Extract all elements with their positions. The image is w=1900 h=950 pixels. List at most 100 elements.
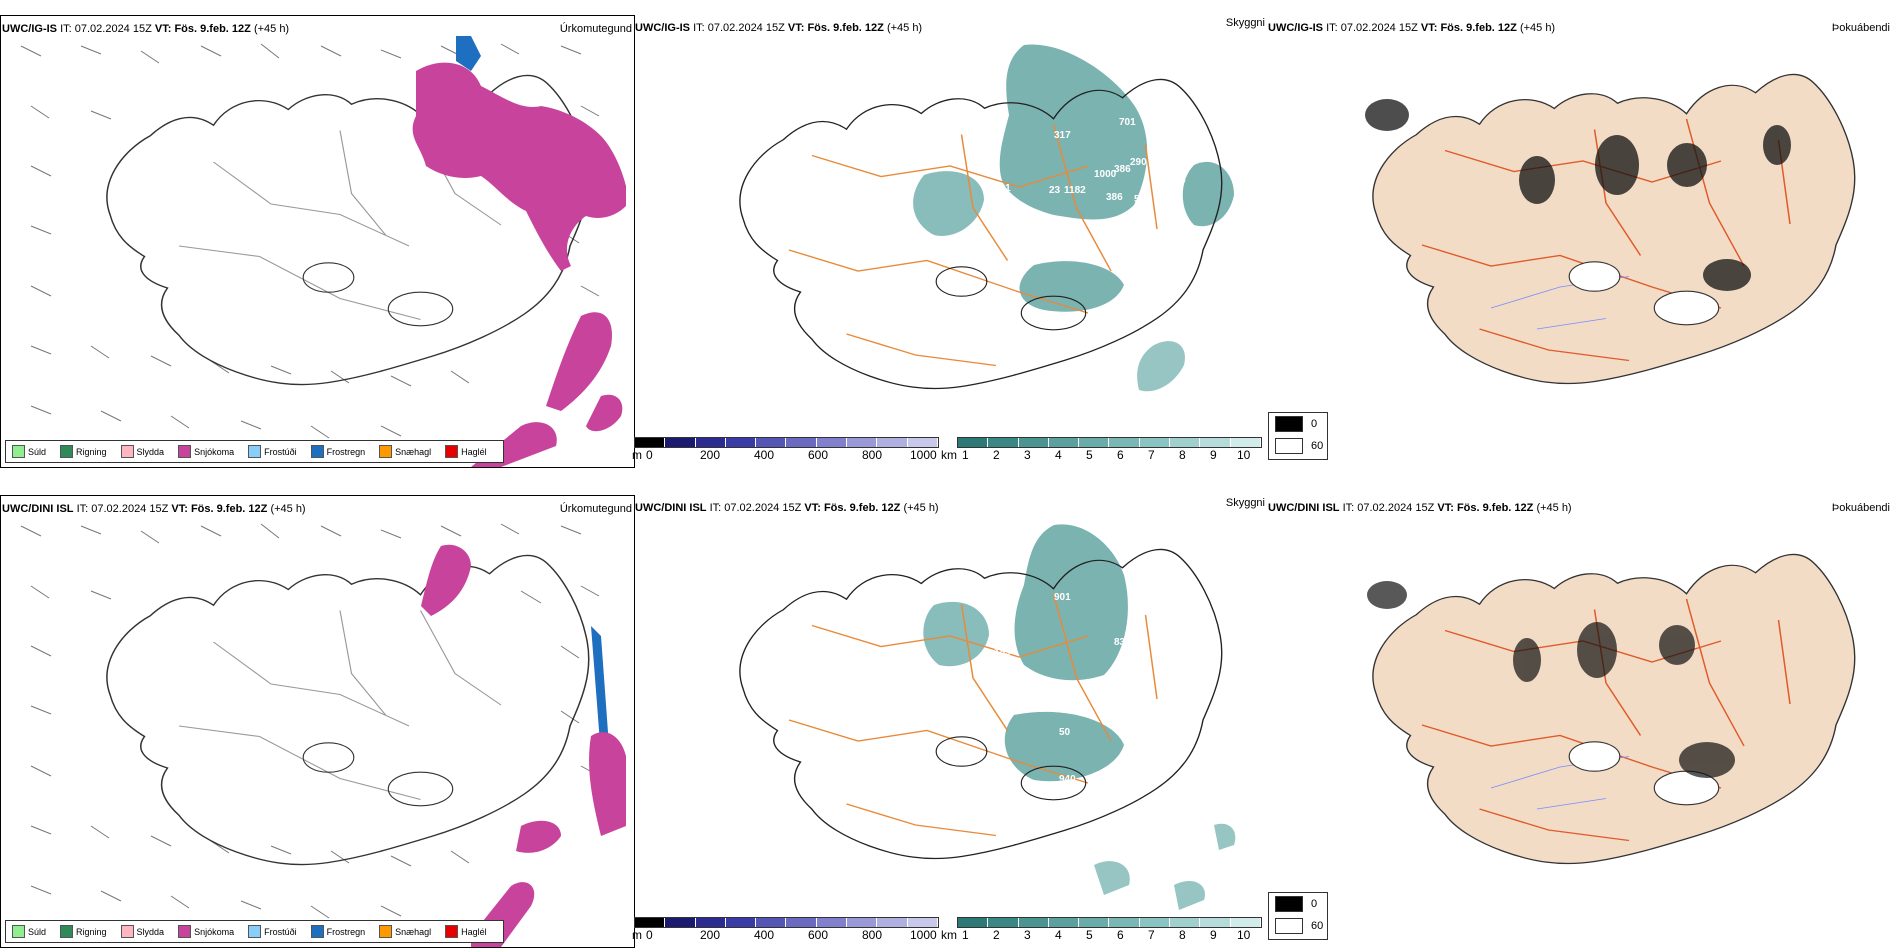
vis-label: 701 bbox=[1119, 117, 1136, 128]
panel-title: Þokuábendi bbox=[1831, 22, 1890, 34]
tick: 10 bbox=[1237, 448, 1251, 462]
legend-item-slydda: Slydda bbox=[120, 925, 164, 938]
model-name: UWC/IG-IS bbox=[1268, 22, 1323, 34]
legend-item-snaehagl: Snæhagl bbox=[379, 925, 431, 938]
tick: 3 bbox=[1024, 448, 1031, 462]
fog-legend-top: 0 60 bbox=[1268, 412, 1328, 460]
tick: 9 bbox=[1210, 448, 1217, 462]
tick: 200 bbox=[700, 928, 721, 942]
legend-item-frostudi: Frostúði bbox=[248, 925, 297, 938]
vis-label: 1000 bbox=[1094, 169, 1117, 180]
tick: 7 bbox=[1148, 928, 1155, 942]
lead-time: (+45 h) bbox=[1519, 22, 1556, 34]
it-label: IT: bbox=[76, 503, 89, 515]
legend-item-snjokoma: Snjókoma bbox=[178, 445, 234, 458]
scale-unit: km bbox=[941, 928, 957, 942]
tick: 0 bbox=[646, 448, 653, 462]
legend-item-snaehagl: Snæhagl bbox=[379, 445, 431, 458]
it-label: IT: bbox=[1342, 502, 1355, 514]
fog-panel-top: UWC/IG-IS IT: 07.02.2024 15Z VT: Fös. 9.… bbox=[1267, 15, 1900, 425]
legend-item-haglel: Haglél bbox=[445, 925, 487, 938]
vis-label: 1182 bbox=[1064, 185, 1086, 196]
vt-label: VT: bbox=[154, 23, 172, 35]
model-name: UWC/IG-IS bbox=[635, 22, 690, 34]
vis-scale-m-bottom: m 0 200 400 600 800 1000 bbox=[632, 917, 939, 942]
scale-unit: m bbox=[632, 448, 642, 462]
lead-time: (+45 h) bbox=[1536, 502, 1572, 514]
vis-label: 267 bbox=[1169, 179, 1186, 190]
vis-label: 23 bbox=[1049, 185, 1061, 196]
visibility-map-bottom: 901 831 187 185 940 118 50 bbox=[739, 524, 1236, 910]
precip-legend: Súld Rigning Slydda Snjókoma Frostúði Fr… bbox=[5, 440, 504, 463]
tick: 600 bbox=[808, 448, 829, 462]
legend-item-snjokoma: Snjókoma bbox=[178, 925, 234, 938]
panel-title: Skyggni bbox=[1225, 17, 1265, 29]
tick: 6 bbox=[1117, 448, 1124, 462]
lead-time: (+45 h) bbox=[253, 23, 290, 35]
panel-header: UWC/DINI ISL IT: 07.02.2024 15Z VT: Fös.… bbox=[1268, 502, 1572, 514]
it-label: IT: bbox=[709, 502, 722, 514]
vis-scale-km-bottom: km 1 2 3 4 5 6 7 8 9 10 bbox=[941, 917, 1262, 942]
it-value: 07.02.2024 15Z bbox=[74, 23, 152, 35]
scale-unit: km bbox=[941, 448, 957, 462]
vis-label: 181 bbox=[994, 183, 1011, 194]
legend-item-haglel: Haglél bbox=[445, 445, 487, 458]
fog-map-bottom bbox=[1367, 553, 1856, 865]
vt-value: Fös. 9.feb. 12Z bbox=[174, 23, 251, 35]
vis-label: 118 bbox=[1044, 692, 1061, 703]
scale-unit: m bbox=[632, 928, 642, 942]
vis-scale-km-top: km 1 2 3 4 5 6 7 8 9 10 bbox=[941, 437, 1262, 462]
visibility-panel-top: 701 317 272 290 1000 386 181 23 1182 267… bbox=[634, 15, 1267, 460]
vis-label: 901 bbox=[1054, 592, 1071, 603]
panel-title: Þokuábendi bbox=[1831, 502, 1890, 514]
precip-type-panel-bottom: UWC/DINI ISL IT: 07.02.2024 15Z VT: Fös.… bbox=[0, 495, 635, 948]
it-value: 07.02.2024 15Z bbox=[91, 503, 169, 515]
panel-header: UWC/DINI ISL IT: 07.02.2024 15Z VT: Fös.… bbox=[635, 502, 939, 514]
vis-scale-m-top: m 0 200 400 600 800 1000 bbox=[632, 437, 939, 462]
vis-label: 386 bbox=[1114, 164, 1131, 175]
model-name: UWC/DINI ISL bbox=[1268, 502, 1340, 514]
panel-title: Skyggni bbox=[1225, 497, 1265, 509]
legend-item-sudd: Súld bbox=[12, 925, 46, 938]
legend-item-rigning: Rigning bbox=[60, 445, 107, 458]
snow-area bbox=[412, 62, 626, 271]
vt-value: Fös. 9.feb. 12Z bbox=[190, 503, 268, 515]
vis-label: 940 bbox=[1059, 774, 1076, 785]
tick: 8 bbox=[1179, 928, 1186, 942]
vt-label: VT: bbox=[787, 22, 805, 34]
fog-legend-bottom: 0 60 bbox=[1268, 892, 1328, 940]
lead-time: (+45 h) bbox=[270, 503, 306, 515]
panel-header: UWC/IG-IS IT: 07.02.2024 15Z VT: Fös. 9.… bbox=[1268, 22, 1555, 34]
panel-title: Úrkomutegund bbox=[559, 23, 632, 35]
precip-legend: Súld Rigning Slydda Snjókoma Frostúði Fr… bbox=[5, 920, 504, 943]
tick: 0 bbox=[646, 928, 653, 942]
visibility-panel-bottom: 901 831 187 185 940 118 50 UWC/DINI ISL … bbox=[634, 495, 1267, 915]
lead-time: (+45 h) bbox=[903, 502, 939, 514]
tick: 7 bbox=[1148, 448, 1155, 462]
legend-item-sudd: Súld bbox=[12, 445, 46, 458]
tick: 5 bbox=[1086, 928, 1093, 942]
tick: 5 bbox=[1086, 448, 1093, 462]
panel-header: UWC/IG-IS IT: 07.02.2024 15Z VT: Fös. 9.… bbox=[635, 22, 922, 34]
panel-header: UWC/IG-IS IT: 07.02.2024 15Z VT: Fös. 9.… bbox=[2, 23, 289, 35]
lead-time: (+45 h) bbox=[886, 22, 923, 34]
vis-label: 370 bbox=[996, 233, 1013, 244]
it-value: 07.02.2024 15Z bbox=[707, 22, 785, 34]
it-label: IT: bbox=[1326, 22, 1338, 34]
legend-item-frostregn: Frostregn bbox=[310, 445, 365, 458]
tick: 2 bbox=[993, 448, 1000, 462]
precip-type-map-top bbox=[20, 36, 626, 467]
it-label: IT: bbox=[693, 22, 705, 34]
tick: 800 bbox=[862, 928, 883, 942]
tick: 3 bbox=[1024, 928, 1031, 942]
it-value: 07.02.2024 15Z bbox=[724, 502, 802, 514]
tick: 1000 bbox=[910, 928, 937, 942]
vis-label: 290 bbox=[1130, 157, 1147, 168]
legend-item-frostudi: Frostúði bbox=[248, 445, 297, 458]
vis-label: 272 bbox=[1147, 142, 1164, 153]
vt-value: Fös. 9.feb. 12Z bbox=[807, 22, 884, 34]
tick: 2 bbox=[993, 928, 1000, 942]
vis-label: 185 bbox=[994, 647, 1011, 658]
tick: 800 bbox=[862, 448, 883, 462]
tick: 9 bbox=[1210, 928, 1217, 942]
